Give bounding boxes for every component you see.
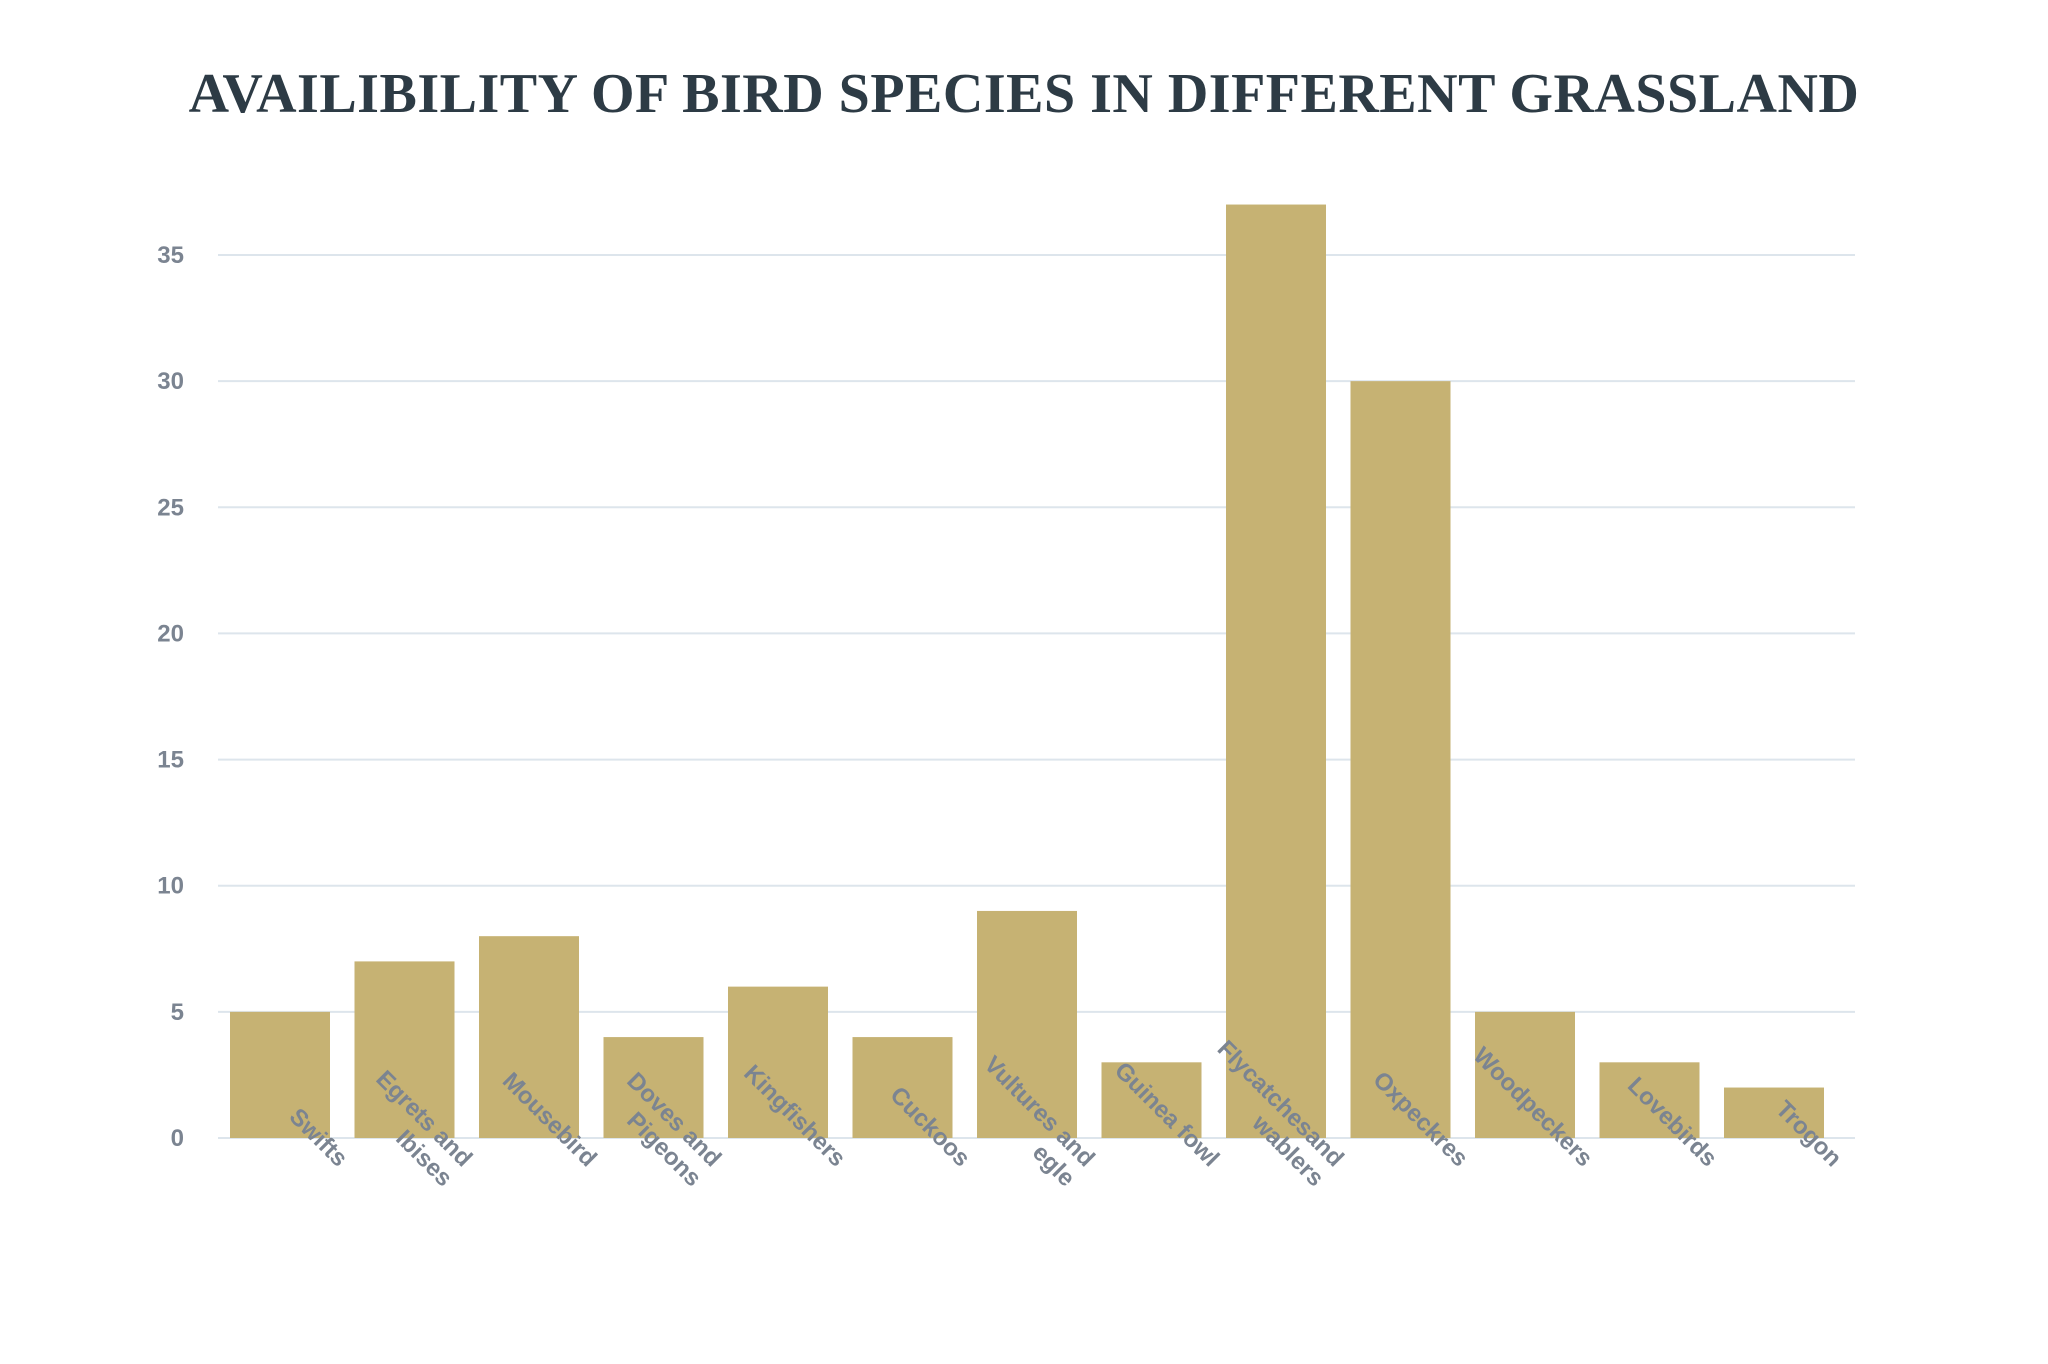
- y-tick-label: 20: [157, 620, 184, 647]
- bars: [230, 204, 1824, 1139]
- y-tick-label: 10: [157, 873, 184, 900]
- chart-title: AVAILIBILITY OF BIRD SPECIES IN DIFFEREN…: [188, 63, 1860, 125]
- bar: [728, 986, 828, 1138]
- bar: [1226, 204, 1326, 1139]
- y-tick-label: 0: [171, 1125, 184, 1152]
- bar: [230, 1011, 330, 1138]
- bar: [603, 1037, 704, 1138]
- bar: [1101, 1062, 1202, 1138]
- y-tick-label: 30: [157, 368, 184, 395]
- bar: [852, 1037, 953, 1138]
- bar: [1599, 1062, 1700, 1138]
- y-tick-label: 15: [157, 747, 184, 774]
- bar: [354, 961, 455, 1138]
- bar: [1475, 1011, 1575, 1138]
- y-axis: 0 5 10 15 20 25 30 35: [157, 242, 184, 1152]
- y-tick-label: 35: [157, 242, 184, 269]
- y-tick-label: 5: [171, 999, 184, 1026]
- bar: [977, 910, 1077, 1138]
- bar: [1350, 381, 1451, 1139]
- y-tick-label: 25: [157, 494, 184, 521]
- bar: [1724, 1087, 1824, 1138]
- bar: [479, 936, 579, 1138]
